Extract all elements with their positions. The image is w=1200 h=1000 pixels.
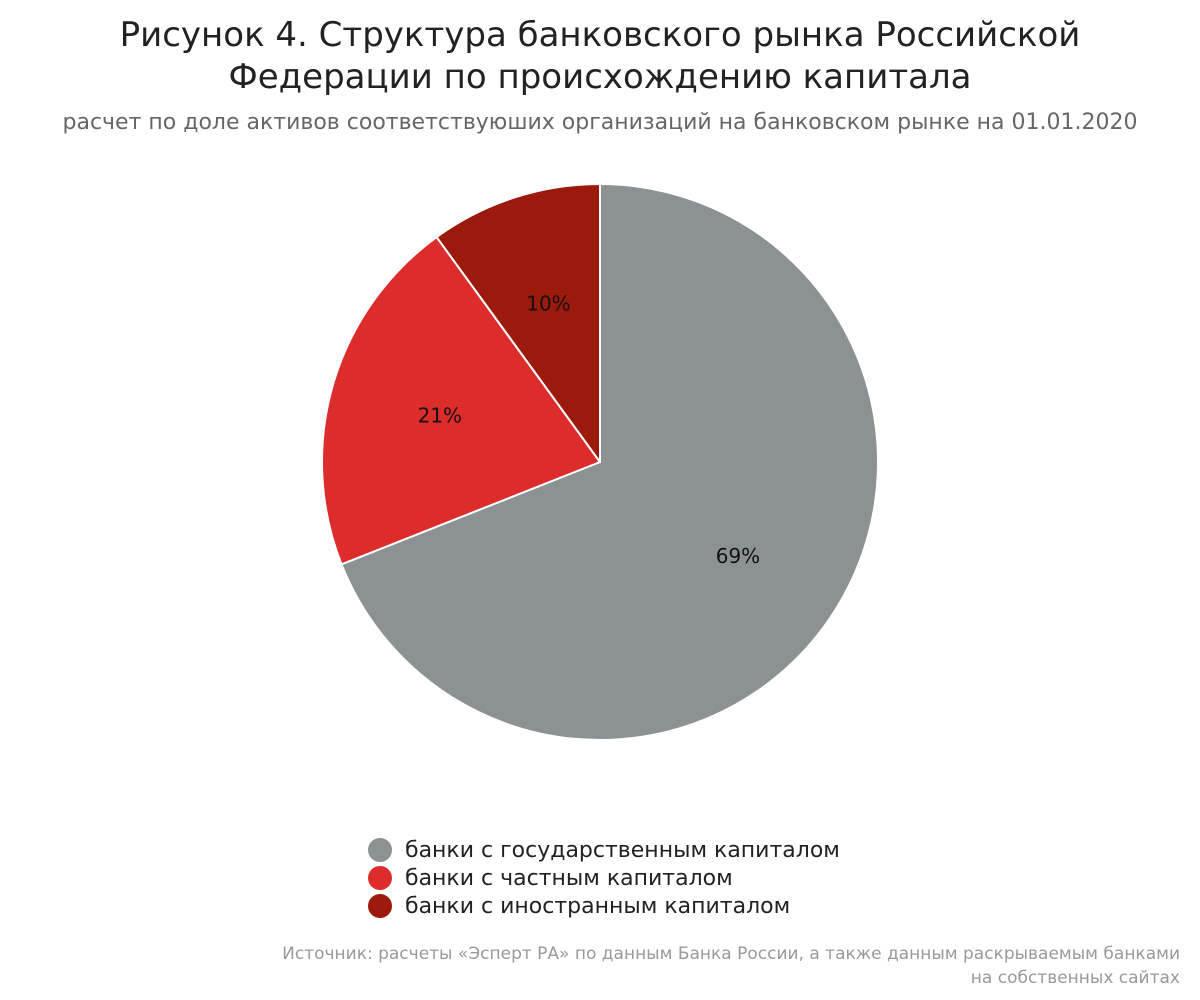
legend-swatch-foreign (368, 894, 392, 918)
pie-slice-foreign (435, 183, 601, 463)
pie-label-state: 69% (716, 544, 760, 568)
source-note-line-2: на собственных сайтах (970, 968, 1180, 988)
chart-subtitle: расчет по доле активов соответствуюших о… (62, 110, 1138, 135)
chart-title-line-1: Рисунок 4. Структура банковского рынка Р… (119, 15, 1081, 55)
pie-label-private: 21% (418, 403, 462, 427)
pie-slice-state (340, 183, 879, 741)
chart-legend: банки с государственным капиталом банки … (368, 836, 840, 920)
chart-title: Рисунок 4. Структура банковского рынка Р… (0, 14, 1200, 98)
legend-label-private: банки с частным капиталом (405, 865, 733, 891)
legend-label-foreign: банки с иностранным капиталом (405, 893, 791, 919)
legend-label-state: банки с государственным капиталом (405, 837, 840, 863)
legend-swatch-state (368, 838, 392, 862)
legend-item-private: банки с частным капиталом (368, 864, 840, 892)
pie-slice-private (321, 236, 601, 566)
source-note-line-1: Источник: расчеты «Эсперт РА» по данным … (282, 944, 1180, 964)
legend-item-foreign: банки с иностранным капиталом (368, 892, 840, 920)
chart-title-line-2: Федерации по происхождению капитала (228, 57, 972, 97)
source-note: Источник: расчеты «Эсперт РА» по данным … (80, 942, 1180, 990)
legend-swatch-private (368, 866, 392, 890)
pie-label-foreign: 10% (526, 291, 570, 315)
legend-item-state: банки с государственным капиталом (368, 836, 840, 864)
